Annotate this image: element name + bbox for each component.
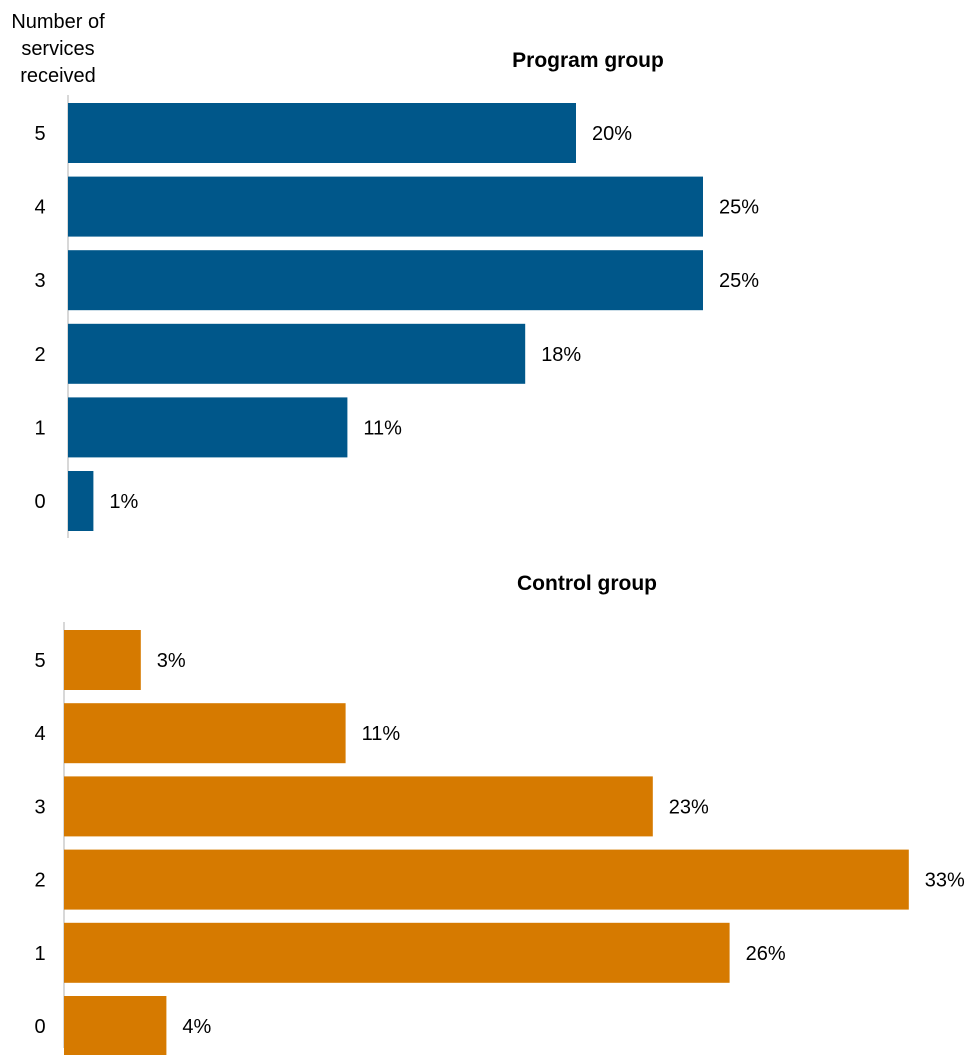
program-value-label-3: 25%: [719, 270, 759, 292]
control-group-title: Control group: [517, 572, 657, 595]
control-bar-0: [64, 996, 167, 1055]
control-value-label-5: 3%: [157, 650, 186, 672]
control-tick-label-2: 2: [34, 870, 45, 892]
control-bar-4: [64, 703, 346, 764]
control-bar-2: [64, 849, 909, 910]
program-value-label-0: 1%: [109, 491, 138, 513]
program-value-label-1: 11%: [363, 417, 402, 439]
program-tick-label-4: 4: [34, 197, 45, 219]
y-axis-title-line-2: services: [21, 38, 94, 60]
program-value-label-5: 20%: [592, 123, 632, 145]
control-value-label-1: 26%: [746, 943, 786, 965]
program-tick-label-2: 2: [34, 344, 45, 366]
program-value-label-2: 18%: [541, 344, 581, 366]
control-group-bars: 5 3% 4 11% 3 23% 2 33% 1 26% 0 4%: [34, 630, 965, 1055]
program-value-label-4: 25%: [719, 197, 759, 219]
control-bar-3: [64, 776, 653, 837]
program-tick-label-5: 5: [34, 123, 45, 145]
program-bar-5: [68, 103, 576, 163]
control-tick-label-0: 0: [34, 1016, 45, 1038]
program-tick-label-3: 3: [34, 270, 45, 292]
control-tick-label-5: 5: [34, 650, 45, 672]
control-group-panel: Control group 5 3% 4 11% 3 23% 2 33% 1 26% 0 4%: [34, 572, 965, 1055]
control-bar-1: [64, 922, 730, 983]
program-tick-label-0: 0: [34, 491, 45, 513]
program-group-title: Program group: [512, 49, 664, 72]
control-value-label-4: 11%: [362, 723, 401, 745]
control-tick-label-4: 4: [34, 723, 45, 745]
program-group-bars: 5 20% 4 25% 3 25% 2 18% 1 11% 0 1%: [34, 103, 759, 531]
control-tick-label-1: 1: [34, 943, 45, 965]
program-group-panel: Program group 5 20% 4 25% 3 25% 2 18% 1 11% 0 1%: [34, 49, 759, 538]
control-value-label-0: 4%: [182, 1016, 211, 1038]
y-axis-title-line-1: Number of: [11, 11, 105, 33]
control-bar-5: [64, 630, 141, 690]
control-tick-label-3: 3: [34, 796, 45, 818]
y-axis-title-line-3: received: [20, 65, 96, 87]
program-bar-1: [68, 397, 348, 458]
program-bar-3: [68, 250, 703, 311]
control-value-label-2: 33%: [925, 870, 965, 892]
program-bar-2: [68, 323, 526, 384]
control-value-label-3: 23%: [669, 796, 709, 818]
program-bar-4: [68, 176, 703, 237]
program-tick-label-1: 1: [34, 417, 45, 439]
program-bar-0: [68, 471, 94, 531]
